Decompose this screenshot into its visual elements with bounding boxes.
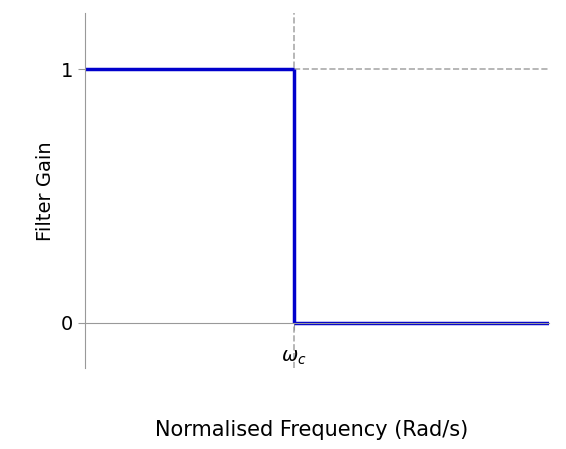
Text: $\omega_c$: $\omega_c$ [281,348,307,366]
Text: Normalised Frequency (Rad/s): Normalised Frequency (Rad/s) [155,420,468,440]
Y-axis label: Filter Gain: Filter Gain [36,141,55,241]
